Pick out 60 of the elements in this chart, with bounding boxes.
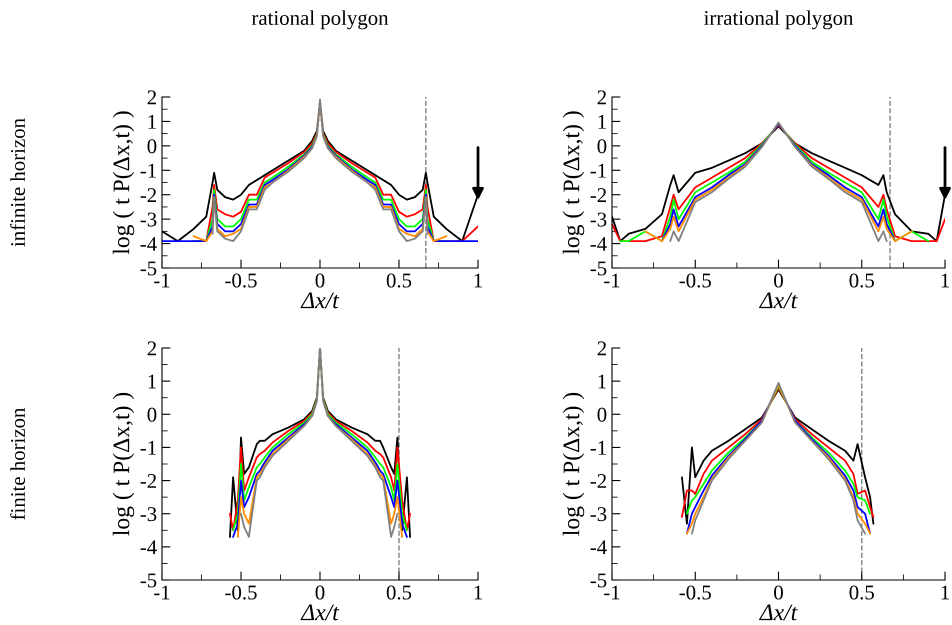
y-tick-label: -1 xyxy=(140,440,156,455)
x-tick-label: -0.5 xyxy=(680,585,711,600)
x-tick-label: 0 xyxy=(774,273,783,288)
x-tick-label: 0 xyxy=(316,273,324,288)
y-tick-label: -2 xyxy=(590,188,606,202)
y-tick-label: 2 xyxy=(598,341,606,356)
x-tick-label: -0.5 xyxy=(680,273,711,288)
y-tick-label: -5 xyxy=(140,262,156,276)
y-tick-label: 1 xyxy=(148,374,156,388)
x-tick-label: 0 xyxy=(316,585,324,600)
y-tick-label: -2 xyxy=(140,188,156,202)
y-axis-title: log ( t P(Δx,t) ) xyxy=(562,111,584,254)
y-tick-label: 2 xyxy=(148,90,156,104)
x-tick-label: 1 xyxy=(942,274,949,288)
y-tick-label: -1 xyxy=(140,164,156,178)
y-tick-label: 1 xyxy=(598,114,606,129)
x-tick-label: 0.5 xyxy=(850,585,874,600)
y-tick-label: 0 xyxy=(598,139,606,154)
y-tick-label: -1 xyxy=(590,440,606,455)
y-tick-label: -3 xyxy=(140,212,156,227)
y-tick-label: 2 xyxy=(148,341,156,356)
x-axis-title: Δx/t xyxy=(300,292,340,308)
x-tick-label: 0.5 xyxy=(386,273,412,288)
y-axis-title: log ( t P(Δx,t) ) xyxy=(112,392,134,536)
x-tick-label: -0.5 xyxy=(225,273,257,288)
y-tick-label: -2 xyxy=(590,474,606,488)
x-tick-label: 1 xyxy=(474,274,482,288)
text: infinite horizon xyxy=(10,118,26,247)
x-tick-label: 0.5 xyxy=(850,273,874,288)
y-tick-label: 1 xyxy=(148,114,156,129)
y-tick-label: -4 xyxy=(140,540,157,554)
y-axis-title: log ( t P(Δx,t) ) xyxy=(562,392,584,536)
y-tick-label: 2 xyxy=(598,90,606,104)
x-axis-title: Δx/t xyxy=(758,292,798,308)
y-tick-label: -4 xyxy=(140,237,157,251)
y-tick-label: -2 xyxy=(140,474,156,488)
y-tick-label: -4 xyxy=(590,237,607,251)
y-tick-label: 0 xyxy=(598,408,606,422)
x-tick-label: 1 xyxy=(942,586,949,600)
x-tick-label: -0.5 xyxy=(225,585,257,600)
y-tick-label: -3 xyxy=(590,212,606,227)
y-tick-label: 1 xyxy=(598,374,606,388)
x-tick-label: 1 xyxy=(474,586,482,600)
text: finite horizon xyxy=(10,408,26,520)
y-tick-label: 0 xyxy=(148,139,156,154)
y-axis-title: log ( t P(Δx,t) ) xyxy=(112,111,134,254)
x-axis-title: Δx/t xyxy=(300,604,340,620)
y-tick-label: -4 xyxy=(590,540,607,554)
y-tick-label: -3 xyxy=(140,507,156,522)
y-tick-label: -5 xyxy=(590,574,606,588)
y-tick-label: -1 xyxy=(590,164,606,178)
x-axis-title: Δx/t xyxy=(758,604,798,620)
y-tick-label: -3 xyxy=(590,507,606,522)
y-tick-label: -5 xyxy=(590,262,606,276)
chart-title: rational polygon xyxy=(252,10,388,30)
y-tick-label: 0 xyxy=(148,408,156,422)
chart-title: irrational polygon xyxy=(704,10,854,30)
y-tick-label: -5 xyxy=(140,574,156,588)
x-tick-label: 0 xyxy=(774,585,783,600)
x-tick-label: 0.5 xyxy=(386,585,412,600)
